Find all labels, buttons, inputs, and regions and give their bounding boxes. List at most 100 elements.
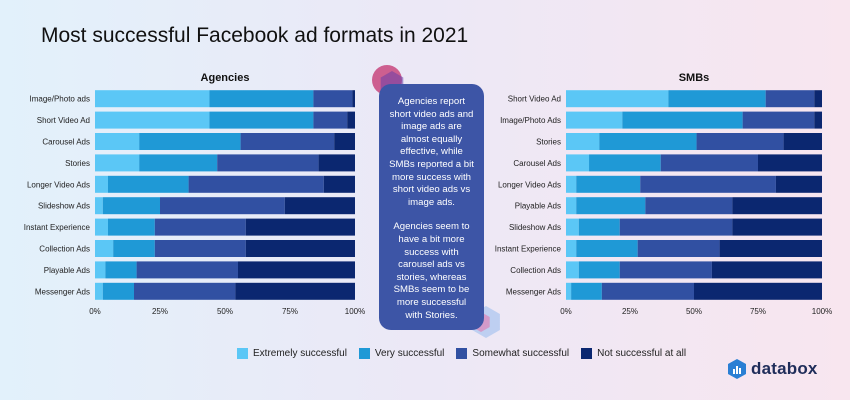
databox-logo-icon <box>728 359 746 379</box>
panel-title: Agencies <box>201 72 250 84</box>
bar-segment <box>742 111 815 129</box>
x-tick-label: 100% <box>812 307 832 316</box>
category-label: Longer Video Ads <box>498 180 561 189</box>
x-tick-label: 50% <box>217 307 233 316</box>
bar-segment <box>95 111 210 129</box>
brand-name: databox <box>751 359 818 378</box>
category-label: Carousel Ads <box>42 138 90 147</box>
category-label: Slideshow Ads <box>38 202 90 211</box>
bar-segment <box>566 90 669 108</box>
category-label: Instant Experience <box>24 223 91 232</box>
bar-segment <box>95 154 140 172</box>
bar-segment <box>139 154 218 172</box>
bar-segment <box>578 218 620 236</box>
bar-segment <box>814 111 822 129</box>
panel-title: SMBs <box>679 72 710 84</box>
bar-segment <box>566 111 623 129</box>
legend-item-somewhat: Somewhat successful <box>456 348 569 359</box>
bar-segment <box>108 218 155 236</box>
bar-segment <box>313 111 348 129</box>
bar-segment <box>732 197 822 215</box>
bar-segment <box>154 240 246 257</box>
bar-segment <box>323 175 355 193</box>
bar-segment <box>113 240 155 257</box>
x-tick-label: 50% <box>686 307 702 316</box>
legend-label-extremely: Extremely successful <box>253 348 347 359</box>
bar-segment <box>668 90 766 108</box>
bar-segment <box>95 90 210 108</box>
category-label: Carousel Ads <box>513 159 561 168</box>
x-tick-label: 100% <box>345 307 365 316</box>
callout-paragraph-2: Agencies seem to have a bit more success… <box>393 221 470 321</box>
bar-segment <box>619 218 733 236</box>
bar-segment <box>347 111 355 129</box>
bar-segment <box>566 218 579 236</box>
bar-segment <box>765 90 815 108</box>
bar-segment <box>284 197 355 215</box>
category-label: Instant Experience <box>495 245 562 254</box>
bar-segment <box>619 261 712 279</box>
bar-segment <box>719 240 822 257</box>
bar-segment <box>160 197 285 215</box>
bar-segment <box>105 261 137 279</box>
bar-segment <box>95 218 108 236</box>
bar-segment <box>134 282 236 300</box>
x-tick-label: 25% <box>152 307 168 316</box>
bar-segment <box>139 133 241 150</box>
bar-segment <box>645 197 733 215</box>
x-tick-label: 75% <box>750 307 766 316</box>
x-tick-label: 0% <box>89 307 101 316</box>
bar-segment <box>566 154 590 172</box>
legend-swatch-somewhat <box>456 348 468 359</box>
bar-segment <box>352 90 355 108</box>
bar-segment <box>188 175 324 193</box>
bar-segment <box>566 197 577 215</box>
bar-segment <box>238 261 355 279</box>
category-label: Playable Ads <box>44 266 90 275</box>
bar-segment <box>95 261 106 279</box>
bar-segment <box>696 133 784 150</box>
legend-item-not: Not successful at all <box>581 348 686 359</box>
bar-segment <box>245 240 355 257</box>
category-label: Messenger Ads <box>35 287 90 296</box>
bar-segment <box>154 218 246 236</box>
bar-segment <box>576 197 646 215</box>
bar-segment <box>235 282 355 300</box>
bar-segment <box>599 133 697 150</box>
bar-segment <box>637 240 720 257</box>
bar-segment <box>245 218 355 236</box>
bar-segment <box>136 261 238 279</box>
category-label: Messenger Ads <box>506 287 561 296</box>
bar-segment <box>95 175 108 193</box>
bar-segment <box>576 240 638 257</box>
legend-swatch-very <box>358 348 370 359</box>
bar-segment <box>209 90 314 108</box>
bar-segment <box>95 282 103 300</box>
bar-segment <box>578 261 620 279</box>
bar-segment <box>95 197 103 215</box>
bar-segment <box>640 175 776 193</box>
bar-segment <box>240 133 335 150</box>
bar-segment <box>209 111 314 129</box>
legend: Extremely successful Very successful Som… <box>237 348 698 359</box>
x-tick-label: 25% <box>622 307 638 316</box>
category-label: Stories <box>536 138 561 147</box>
bar-segment <box>576 175 641 193</box>
bar-segment <box>732 218 822 236</box>
category-label: Collection Ads <box>510 266 561 275</box>
bar-segment <box>589 154 661 172</box>
legend-item-extremely: Extremely successful <box>237 348 347 359</box>
category-label: Short Video Ad <box>37 116 90 125</box>
bar-segment <box>566 240 577 257</box>
x-tick-label: 0% <box>560 307 572 316</box>
bar-segment <box>783 133 822 150</box>
insight-callout: Agencies report short video ads and imag… <box>379 84 484 330</box>
bar-segment <box>95 133 140 150</box>
legend-label-somewhat: Somewhat successful <box>472 348 570 359</box>
category-label: Slideshow Ads <box>509 223 561 232</box>
category-label: Image/Photo ads <box>30 95 90 104</box>
bar-segment <box>566 261 579 279</box>
bar-segment <box>566 282 572 300</box>
x-tick-label: 75% <box>282 307 298 316</box>
legend-label-very: Very successful <box>374 348 445 359</box>
